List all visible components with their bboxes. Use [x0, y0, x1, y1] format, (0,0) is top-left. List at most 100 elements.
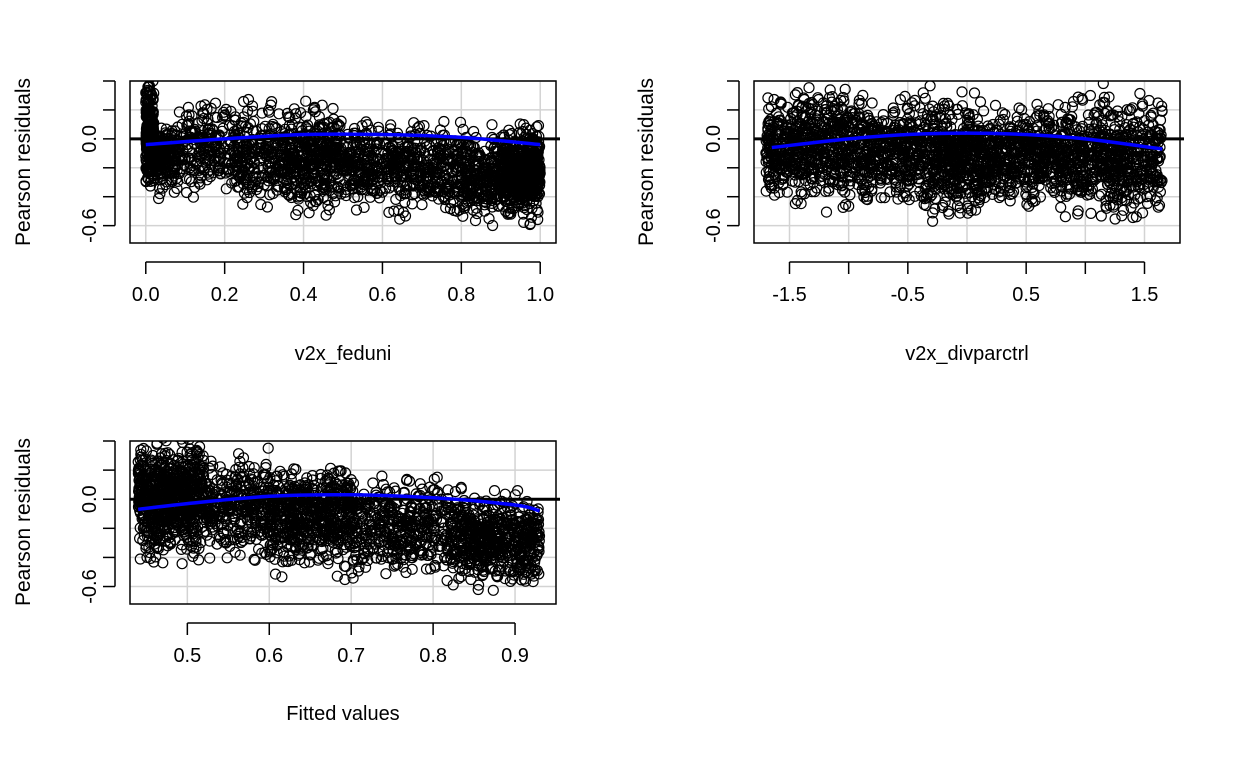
point-1432: [926, 215, 939, 227]
point-553: [835, 101, 847, 113]
point-1245: [300, 95, 312, 107]
point-1047: [308, 102, 320, 114]
point-2500: [525, 211, 538, 223]
point-615: [796, 111, 809, 123]
point-1424: [921, 187, 934, 200]
point-1825: [1016, 120, 1029, 133]
point-1954: [1030, 168, 1042, 180]
point-1239: [304, 150, 316, 162]
point-1785: [427, 158, 439, 170]
point-2387: [524, 218, 537, 230]
point-1707: [1030, 112, 1042, 124]
point-1500: [342, 141, 354, 153]
point-1235: [299, 169, 311, 181]
point-1159: [309, 189, 321, 201]
point-584: [835, 148, 847, 160]
point-2026: [466, 174, 479, 186]
point-1998: [457, 210, 469, 222]
smooth-fit-line: [145, 132, 541, 147]
point-1769: [1027, 188, 1039, 200]
point-1966: [1020, 182, 1032, 194]
point-1949: [471, 208, 483, 220]
point-1955: [1031, 162, 1043, 174]
point-980: [898, 147, 910, 159]
residual-plot-1: 0.0 0.2 0.4 0.6 0.8 1.0-0.60.0v2x_feduniPears…: [12, 78, 560, 365]
point-392: [153, 182, 165, 194]
point-1142: [295, 107, 307, 119]
point-1946: [995, 185, 1007, 197]
point-2044: [1072, 205, 1084, 217]
point-1122: [954, 207, 966, 219]
point-559: [804, 179, 816, 191]
point-1213: [286, 153, 298, 165]
point-1224: [288, 159, 300, 171]
point-2591: [521, 145, 533, 157]
point-569: [210, 152, 222, 164]
point-2179: [532, 119, 545, 132]
point-1446: [350, 204, 363, 216]
point-903: [858, 191, 870, 203]
point-258: [142, 151, 154, 163]
x-tick-label-1: 0.2: [211, 284, 239, 306]
point-1987: [1109, 213, 1121, 225]
point-1917: [975, 151, 987, 163]
point-611: [773, 187, 785, 199]
point-923: [889, 106, 901, 118]
point-1232: [288, 103, 300, 115]
point-1766: [409, 160, 422, 172]
point-1943: [978, 171, 990, 183]
point-774: [242, 105, 254, 117]
point-1411: [372, 121, 384, 133]
point-763: [248, 115, 260, 128]
point-455: [773, 111, 785, 123]
point-978: [887, 107, 899, 119]
point-1430: [916, 159, 928, 172]
point-1249: [972, 192, 985, 204]
point-1286: [969, 204, 982, 216]
point-1944: [467, 204, 479, 216]
point-1823: [468, 125, 480, 138]
point-2338: [1116, 210, 1128, 222]
point-1155: [919, 92, 931, 104]
point-1331: [926, 189, 938, 201]
point-687: [273, 108, 285, 120]
point-1746: [439, 169, 451, 181]
point-1489: [366, 178, 378, 190]
point-578: [173, 167, 185, 180]
point-1077: [941, 97, 954, 110]
point-771: [244, 118, 256, 130]
point-2599: [504, 169, 516, 181]
point-1482: [366, 143, 378, 155]
point-1425: [914, 165, 926, 177]
point-501: [775, 98, 787, 110]
point-571: [789, 198, 802, 210]
point-2589: [498, 165, 510, 177]
x-axis-title: v2x_feduni: [295, 343, 392, 365]
point-1853: [1048, 186, 1061, 198]
point-2014: [470, 158, 482, 170]
point-2019: [457, 186, 469, 198]
point-2289: [1132, 181, 1144, 193]
point-1281: [922, 125, 934, 137]
point-830: [242, 141, 254, 153]
point-1963: [473, 147, 485, 159]
point-1448: [945, 129, 957, 141]
point-808: [857, 89, 869, 102]
point-1241: [277, 136, 289, 148]
point-798: [219, 109, 231, 121]
point-604: [823, 182, 835, 194]
point-1247: [279, 186, 291, 198]
point-1627: [973, 193, 986, 206]
point-2009: [455, 166, 467, 178]
point-397: [820, 107, 833, 119]
point-1731: [993, 191, 1005, 204]
point-1140: [321, 181, 333, 193]
point-1956: [989, 99, 1002, 112]
point-1957: [1004, 121, 1016, 133]
point-1733: [409, 142, 421, 154]
point-540: [839, 83, 851, 95]
point-1897: [1029, 195, 1041, 207]
point-1630: [394, 213, 406, 225]
point-617: [838, 177, 850, 189]
point-1563: [399, 210, 412, 222]
